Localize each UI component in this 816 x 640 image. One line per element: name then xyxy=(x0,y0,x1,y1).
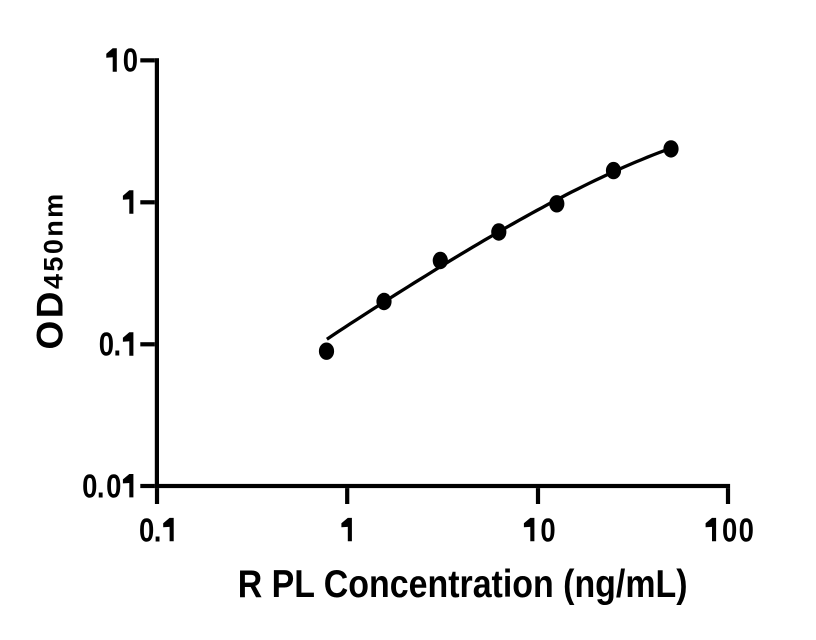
svg-text:0: 0 xyxy=(82,468,97,505)
svg-text:0: 0 xyxy=(123,42,138,79)
svg-text:.: . xyxy=(97,468,105,505)
svg-text:0: 0 xyxy=(540,512,555,549)
svg-text:OD450nm: OD450nm xyxy=(30,191,71,349)
svg-text:0: 0 xyxy=(99,326,114,363)
svg-text:.: . xyxy=(154,512,162,549)
svg-text:R PL Concentration (ng/mL): R PL Concentration (ng/mL) xyxy=(238,562,688,606)
svg-text:.: . xyxy=(114,326,122,363)
svg-text:0: 0 xyxy=(722,512,737,549)
svg-text:0: 0 xyxy=(739,512,754,549)
svg-text:0: 0 xyxy=(106,468,121,505)
svg-text:0: 0 xyxy=(139,512,154,549)
